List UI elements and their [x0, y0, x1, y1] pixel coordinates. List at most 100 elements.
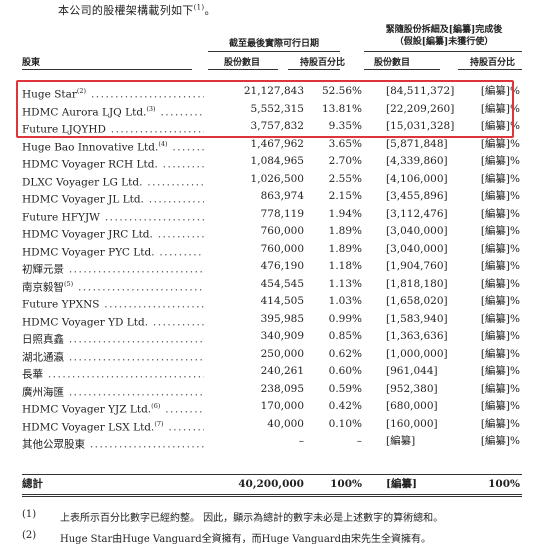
- leader-dots: ........................................: [68, 351, 204, 363]
- shareholder-name-text: Future YPXNS: [22, 298, 100, 311]
- shareholder-name: HDMC Voyager JL Ltd. ...................…: [22, 188, 204, 209]
- shareholder-name-text: HDMC Voyager YD Ltd.: [22, 316, 149, 328]
- highlight-box: [16, 80, 514, 138]
- total-shares: 40,200,000: [238, 478, 304, 490]
- pct-value: 1.13%: [328, 277, 362, 290]
- shareholder-name-text: Huge Bao Innovative Ltd.: [22, 141, 159, 153]
- pct-post-value: [編纂]%: [480, 190, 520, 202]
- table-row: Future LJQYHD ..........................…: [22, 118, 522, 136]
- header-group-post: 緊隨股份拆細及[編纂]完成後 （假設[編纂]未獲行使）: [366, 24, 522, 48]
- pct-post-value: [編纂]%: [480, 347, 520, 360]
- shareholder-name: Future HFYJW ...........................…: [22, 206, 204, 227]
- table-row: Future HFYJW ...........................…: [22, 206, 522, 224]
- shareholder-footnote-ref: (4): [158, 139, 168, 148]
- shareholder-name: 初輝元景 ...................................…: [22, 258, 204, 279]
- intro-footnote-ref: (1): [193, 3, 205, 12]
- col-header-pct: 持股百分比: [300, 58, 346, 68]
- shareholder-name: HDMC Voyager JRC Ltd. ..................…: [22, 223, 204, 244]
- pct-value: 2.70%: [328, 155, 362, 167]
- shares-post-value: [3,455,896]: [386, 190, 448, 202]
- leader-dots: ........................................: [147, 176, 204, 188]
- shares-value: 1,467,962: [250, 137, 304, 150]
- footnote-1-num: (1): [22, 509, 37, 520]
- shareholder-footnote-ref: (5): [64, 279, 74, 288]
- leader-dots: ........................................: [160, 106, 204, 118]
- pct-value: 1.94%: [328, 207, 362, 220]
- shares-value: 414,505: [260, 295, 304, 307]
- table-row: Huge Bao Innovative Ltd.(4) ............…: [22, 136, 522, 154]
- shareholder-name-text: 日照真鑫: [22, 333, 64, 346]
- leader-dots: ........................................: [162, 158, 204, 171]
- shares-post-value: [3,112,476]: [386, 207, 448, 220]
- pct-value: 0.42%: [328, 400, 362, 412]
- pct-value: 0.85%: [328, 330, 362, 342]
- pct-post-value: [編纂]%: [480, 225, 520, 237]
- shareholder-name-text: HDMC Aurora LJQ Ltd.: [22, 106, 147, 118]
- shareholder-name: Future LJQYHD ..........................…: [22, 118, 204, 139]
- shares-value: 476,190: [260, 260, 304, 272]
- pct-value: 1.18%: [328, 260, 362, 272]
- pct-value: 1.89%: [328, 242, 362, 255]
- leader-dots: ........................................: [152, 316, 204, 328]
- pct-value: 1.89%: [328, 225, 362, 237]
- shareholder-name-text: 其他公眾股東: [22, 438, 85, 451]
- pct-value: 13.81%: [321, 102, 362, 115]
- shares-post-value: [1,000,000]: [386, 347, 448, 360]
- table-row: 廣州海匯 ...................................…: [22, 381, 522, 399]
- shareholder-name-text: DLXC Voyager LG Ltd.: [22, 176, 143, 188]
- col-rule-shares: [208, 69, 278, 70]
- pct-post-value: [編纂]%: [480, 382, 520, 395]
- leader-dots: ........................................: [47, 368, 204, 381]
- intro-text: 本公司的股權架構載列如下: [58, 4, 194, 17]
- pct-post-value: [編纂]%: [480, 85, 520, 97]
- leader-dots: ........................................: [68, 386, 204, 398]
- table-row: 其他公眾股東 .................................…: [22, 433, 522, 451]
- leader-dots: ........................................: [68, 333, 204, 346]
- shareholder-footnote-ref: (2): [76, 87, 87, 95]
- leader-dots: ........................................: [148, 193, 204, 206]
- table-row: HDMC Voyager JRC Ltd. ..................…: [22, 223, 522, 241]
- footnote-2-text: Huge Star由Huge Vanguard全資擁有，而Huge Vangua…: [60, 534, 431, 545]
- shareholder-name: 其他公眾股東 .................................…: [22, 433, 204, 454]
- table-row: HDMC Voyager RCH Ltd. ..................…: [22, 153, 522, 171]
- pct-post-value: [編纂]%: [480, 260, 520, 272]
- shares-value: 240,261: [260, 365, 304, 377]
- shares-value: 238,095: [260, 382, 304, 395]
- total-rule-bottom: [22, 494, 522, 495]
- shares-value: 454,545: [260, 277, 304, 290]
- shares-post-value: [編纂]: [386, 435, 416, 447]
- shareholder-name: HDMC Voyager PYC Ltd. ..................…: [22, 241, 204, 262]
- table-row: HDMC Voyager YD Ltd. ...................…: [22, 311, 522, 329]
- shares-value: 760,000: [260, 242, 304, 255]
- shares-value: –: [298, 435, 304, 447]
- header-group-post-line2: （假設[編纂]未獲行使）: [394, 37, 494, 47]
- total-pct: 100%: [330, 478, 362, 490]
- shareholder-name-text: Future HFYJW: [22, 211, 100, 223]
- pct-value: 0.99%: [328, 312, 362, 325]
- shareholder-name-text: HDMC Voyager YJZ Ltd.: [22, 403, 152, 416]
- pct-value: 52.56%: [321, 85, 362, 97]
- pct-post-value: [編纂]%: [480, 277, 520, 290]
- col-header-shares: 股份數目: [224, 58, 261, 68]
- shares-post-value: [1,658,020]: [386, 295, 448, 307]
- leader-dots: ........................................: [165, 403, 204, 416]
- shares-post-value: [1,818,180]: [386, 277, 448, 290]
- shares-value: 760,000: [260, 225, 304, 237]
- pct-value: 0.10%: [328, 417, 362, 430]
- shareholder-name: 湖北通瀛 ...................................…: [22, 346, 204, 367]
- leader-dots: ........................................: [89, 438, 204, 451]
- table-row: HDMC Voyager YJZ Ltd.(6) ...............…: [22, 398, 522, 416]
- header-rule-post: [364, 51, 522, 52]
- pct-value: –: [356, 435, 362, 447]
- shares-value: 3,757,832: [250, 120, 304, 132]
- table-row: Huge Star(2) ...........................…: [22, 83, 522, 101]
- shareholder-name: Huge Star(2) ...........................…: [22, 83, 204, 104]
- shareholder-name: 日照真鑫 ...................................…: [22, 328, 204, 349]
- shareholder-name: 廣州海匯 ...................................…: [22, 381, 204, 402]
- leader-dots: ........................................: [78, 281, 204, 293]
- shares-value: 340,909: [260, 330, 304, 342]
- total-label: 總計: [22, 478, 43, 490]
- pct-post-value: [編纂]%: [480, 137, 520, 150]
- leader-dots: ........................................: [68, 263, 204, 276]
- shareholder-name: HDMC Voyager RCH Ltd. ..................…: [22, 153, 204, 174]
